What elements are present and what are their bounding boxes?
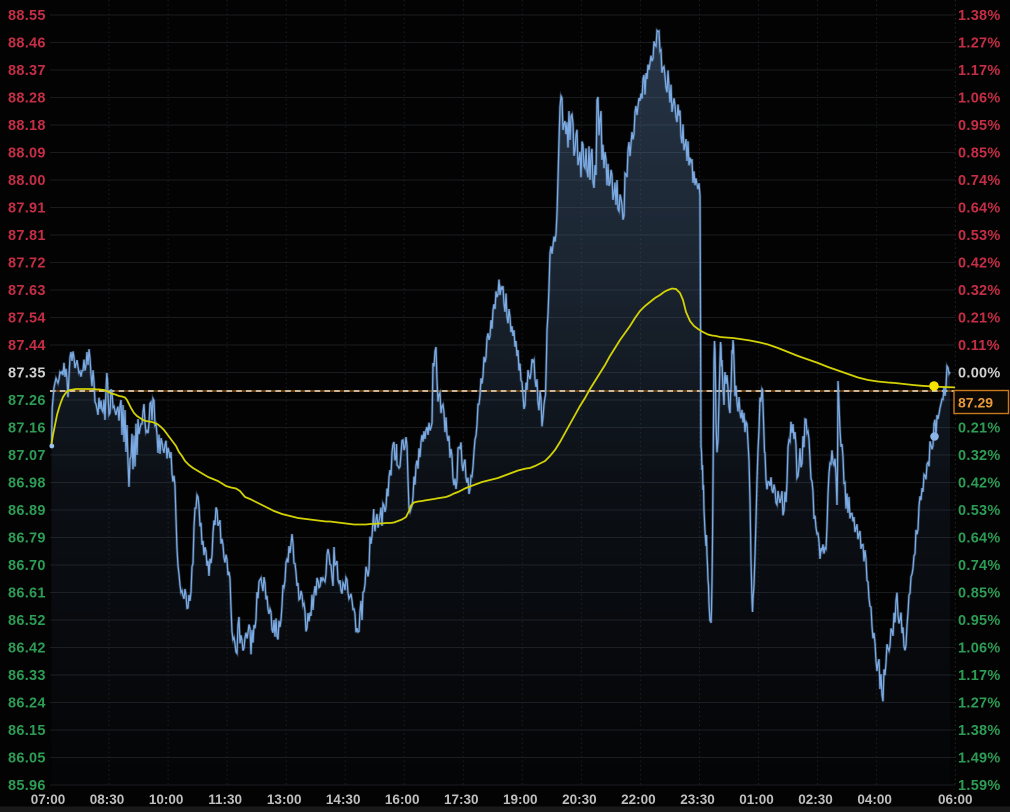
svg-text:86.05: 86.05	[8, 751, 46, 767]
svg-text:1.38%: 1.38%	[958, 723, 1001, 739]
svg-text:86.89: 86.89	[8, 503, 46, 519]
svg-text:1.17%: 1.17%	[958, 668, 1001, 684]
svg-text:86.33: 86.33	[8, 668, 46, 684]
svg-text:86.15: 86.15	[8, 723, 46, 739]
svg-text:88.37: 88.37	[8, 63, 46, 79]
svg-text:0.21%: 0.21%	[958, 311, 1001, 327]
svg-text:0.42%: 0.42%	[958, 256, 1001, 272]
svg-text:86.42: 86.42	[8, 641, 46, 657]
svg-text:1.59%: 1.59%	[958, 778, 1001, 794]
svg-text:1.38%: 1.38%	[958, 8, 1001, 24]
svg-text:1.06%: 1.06%	[958, 641, 1001, 657]
svg-text:0.74%: 0.74%	[958, 558, 1001, 574]
svg-text:07:00: 07:00	[31, 792, 66, 807]
svg-text:19:00: 19:00	[503, 792, 538, 807]
svg-text:0.95%: 0.95%	[958, 118, 1001, 134]
svg-text:0.42%: 0.42%	[958, 476, 1001, 492]
svg-text:1.17%: 1.17%	[958, 63, 1001, 79]
svg-text:87.44: 87.44	[8, 338, 46, 354]
svg-text:86.70: 86.70	[8, 558, 46, 574]
svg-text:0.85%: 0.85%	[958, 586, 1001, 602]
svg-text:88.18: 88.18	[8, 118, 46, 134]
svg-text:06:00: 06:00	[938, 792, 973, 807]
svg-text:0.74%: 0.74%	[958, 173, 1001, 189]
svg-text:1.49%: 1.49%	[958, 751, 1001, 767]
svg-text:0.53%: 0.53%	[958, 228, 1001, 244]
svg-text:87.16: 87.16	[8, 421, 46, 437]
svg-text:0.53%: 0.53%	[958, 503, 1001, 519]
svg-text:17:30: 17:30	[444, 792, 479, 807]
svg-text:0.00%: 0.00%	[958, 366, 1001, 382]
svg-text:86.79: 86.79	[8, 531, 46, 547]
svg-text:08:30: 08:30	[90, 792, 125, 807]
svg-text:1.06%: 1.06%	[958, 91, 1001, 107]
svg-text:01:00: 01:00	[739, 792, 774, 807]
svg-text:10:00: 10:00	[149, 792, 184, 807]
svg-text:87.35: 87.35	[8, 366, 46, 382]
svg-text:11:30: 11:30	[208, 792, 242, 807]
svg-text:02:30: 02:30	[798, 792, 833, 807]
svg-text:0.11%: 0.11%	[958, 338, 1000, 354]
svg-text:0.64%: 0.64%	[958, 531, 1001, 547]
svg-text:86.24: 86.24	[8, 696, 46, 712]
svg-text:0.95%: 0.95%	[958, 613, 1001, 629]
svg-text:04:00: 04:00	[857, 792, 892, 807]
svg-text:87.29: 87.29	[958, 395, 993, 411]
svg-text:0.21%: 0.21%	[958, 421, 1001, 437]
svg-text:87.72: 87.72	[8, 256, 46, 272]
svg-text:87.26: 87.26	[8, 393, 46, 409]
svg-text:0.32%: 0.32%	[958, 448, 1001, 464]
svg-text:23:30: 23:30	[680, 792, 715, 807]
svg-text:14:30: 14:30	[326, 792, 361, 807]
svg-text:16:00: 16:00	[385, 792, 420, 807]
svg-text:13:00: 13:00	[267, 792, 302, 807]
svg-text:88.55: 88.55	[8, 8, 46, 24]
svg-text:88.09: 88.09	[8, 146, 46, 162]
svg-text:88.28: 88.28	[8, 91, 46, 107]
svg-text:20:30: 20:30	[562, 792, 597, 807]
svg-text:1.27%: 1.27%	[958, 696, 1001, 712]
svg-text:88.00: 88.00	[8, 173, 46, 189]
svg-text:0.32%: 0.32%	[958, 283, 1001, 299]
svg-text:85.96: 85.96	[8, 778, 46, 794]
svg-text:87.07: 87.07	[8, 448, 46, 464]
svg-text:22:00: 22:00	[621, 792, 656, 807]
svg-text:0.85%: 0.85%	[958, 146, 1001, 162]
svg-text:87.81: 87.81	[8, 228, 46, 244]
svg-text:0.64%: 0.64%	[958, 201, 1001, 217]
svg-text:1.27%: 1.27%	[958, 36, 1001, 52]
svg-text:88.46: 88.46	[8, 36, 46, 52]
svg-text:86.52: 86.52	[8, 613, 46, 629]
svg-text:87.63: 87.63	[8, 283, 46, 299]
svg-text:87.54: 87.54	[8, 311, 46, 327]
svg-text:86.98: 86.98	[8, 476, 46, 492]
svg-text:86.61: 86.61	[8, 586, 46, 602]
svg-text:87.91: 87.91	[8, 201, 46, 217]
